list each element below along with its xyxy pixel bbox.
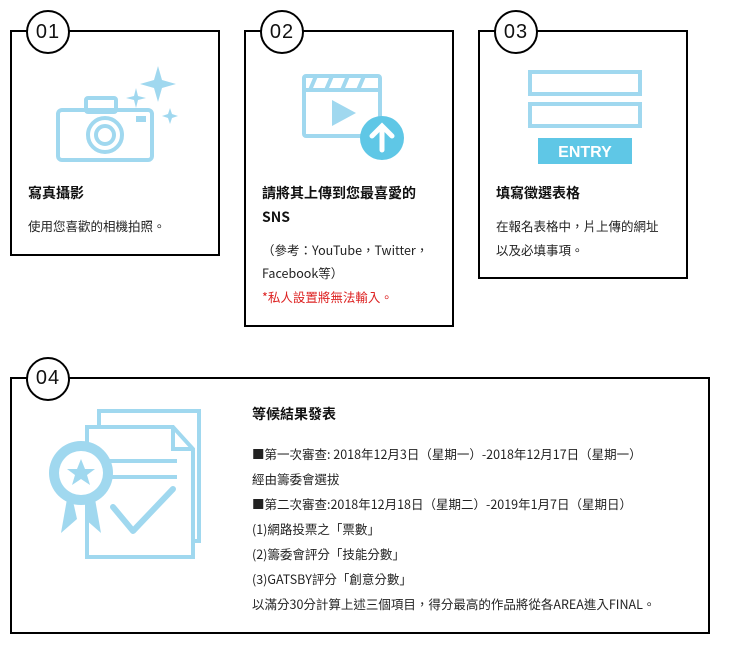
upload-video-icon (262, 58, 436, 168)
step-03-title: 填寫徵選表格 (496, 182, 670, 206)
svg-text:ENTRY: ENTRY (558, 144, 612, 161)
step-01-card: 01 寫真攝影 使用您喜歡的相機拍照。 (10, 30, 220, 256)
result-document-icon (28, 397, 228, 567)
step-02-desc: （參考：YouTube，Twitter，Facebook等） *私人設置將無法輸… (262, 238, 436, 309)
step-02-card: 02 (244, 30, 454, 327)
step-02-warning: *私人設置將無法輸入。 (262, 287, 393, 306)
step-02-number: 02 (260, 10, 304, 54)
step-02-title: 請將其上傳到您最喜愛的SNS (262, 182, 436, 230)
step-04-number: 04 (26, 357, 70, 401)
step-03-desc: 在報名表格中，片上傳的網址以及必填事項。 (496, 214, 670, 262)
step-03-number: 03 (494, 10, 538, 54)
step-04-card: 04 (10, 377, 710, 634)
step-04-title: 等候結果發表 (252, 403, 692, 427)
step-03-card: 03 ENTRY 填寫徵選表格 在報名表格中，片上傳的網址以及必填事項。 (478, 30, 688, 279)
step-01-title: 寫真攝影 (28, 182, 202, 206)
step-04-desc: ■第一次審查: 2018年12月3日（星期一）-2018年12月17日（星期一）… (252, 441, 692, 616)
step-01-desc: 使用您喜歡的相機拍照。 (28, 214, 202, 238)
step-01-number: 01 (26, 10, 70, 54)
entry-form-icon: ENTRY (496, 58, 670, 168)
camera-icon (28, 58, 202, 168)
